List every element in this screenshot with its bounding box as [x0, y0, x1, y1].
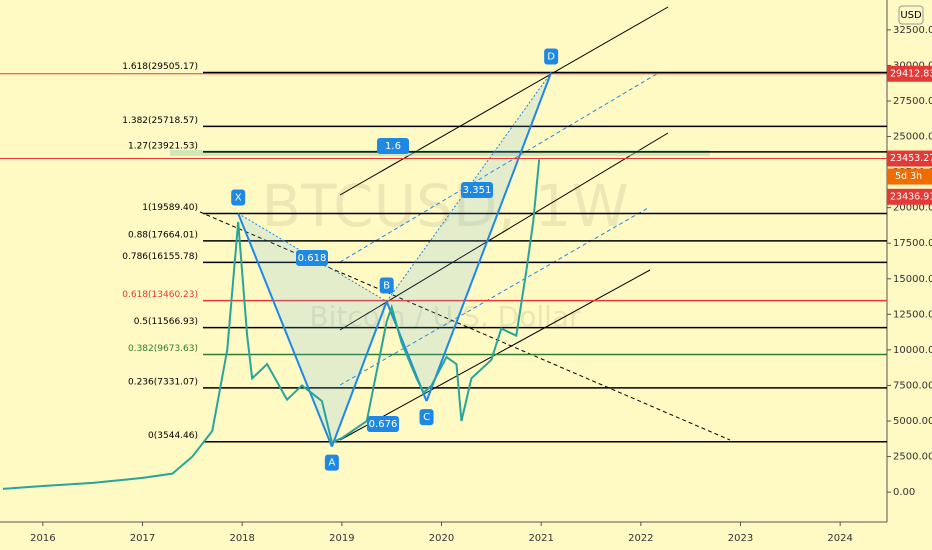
y-tick-label: 12500.00 [893, 309, 932, 320]
price-tag: 23436.91 [890, 191, 932, 202]
pattern-bcd [386, 72, 552, 402]
x-tick-label: 2019 [329, 533, 354, 544]
x-tick-label: 2018 [229, 533, 254, 544]
point-label-box [419, 409, 434, 426]
currency: USD [900, 10, 922, 21]
fib-label: 1(19589.40) [142, 203, 198, 213]
channel-line [339, 6, 669, 196]
point-label-box [231, 189, 246, 206]
pattern-leg [330, 301, 388, 447]
channel-mid [339, 207, 649, 386]
ratio-label: 0.676 [369, 419, 398, 430]
point-label: D [547, 52, 555, 63]
fib-label: 0.618(13460.23) [122, 290, 198, 300]
ratio-label-box [367, 416, 399, 432]
fib-label: 0(3544.46) [148, 431, 198, 441]
pattern-leg [425, 72, 553, 402]
price-tag-box [887, 188, 932, 205]
trend-line [199, 211, 731, 441]
y-tick-label: 25000.00 [893, 132, 932, 143]
point-label-box [324, 454, 339, 471]
y-tick-label: 7500.00 [893, 380, 932, 391]
zone [170, 150, 710, 156]
channel-mid [339, 71, 661, 263]
price-line [2, 159, 541, 490]
fib-label: 0.382(9673.63) [128, 344, 198, 354]
point-label: B [383, 281, 390, 292]
x-tick-label: 2017 [130, 533, 155, 544]
point-label-box [379, 277, 394, 294]
y-tick-label: 5000.00 [893, 416, 932, 427]
y-tick-label: 20000.00 [893, 203, 932, 214]
currency-box [898, 5, 924, 25]
ratio-label: 3.351 [463, 185, 492, 196]
y-tick-label: 17500.00 [893, 238, 932, 249]
fib-label: 1.27(23921.53) [128, 141, 198, 151]
pattern-diag [237, 213, 387, 302]
ratio-label: 0.618 [298, 253, 327, 264]
ratio-label-box [461, 182, 493, 198]
x-tick-label: 2024 [827, 533, 852, 544]
x-tick-label: 2022 [628, 533, 653, 544]
price-tag: 23453.27 [890, 153, 932, 164]
point-label: X [235, 193, 242, 204]
pattern-xab [238, 213, 387, 447]
fib-label: 0.236(7331.07) [128, 377, 198, 387]
price-tag-box [887, 65, 932, 82]
point-label: A [328, 458, 335, 469]
x-tick-label: 2021 [528, 533, 553, 544]
fib-label: 1.382(25718.57) [122, 116, 198, 126]
point-label: C [423, 412, 430, 423]
price-tag-box [887, 150, 932, 167]
ratio-label: 1.6 [385, 141, 401, 152]
fib-label: 0.88(17664.01) [128, 230, 198, 240]
point-label-box [544, 48, 559, 65]
y-tick-label: 2500.00 [893, 452, 932, 463]
pattern-leg [237, 213, 333, 447]
x-tick-label: 2020 [429, 533, 454, 544]
fib-label: 0.786(16155.78) [122, 252, 198, 262]
ratio-label-box [296, 250, 328, 266]
x-tick-label: 2016 [30, 533, 55, 544]
watermark-title: BTCUSD, 1W [261, 172, 628, 240]
ratio-label-box [377, 138, 409, 154]
y-tick-label: 15000.00 [893, 274, 932, 285]
fib-label: 1.618(29505.17) [122, 62, 198, 72]
y-tick-label: 0.00 [893, 487, 915, 498]
countdown-box [887, 168, 932, 185]
countdown: 5d 3h [895, 171, 922, 182]
x-tick-label: 2023 [728, 533, 753, 544]
fib-label: 0.5(11566.93) [134, 317, 198, 327]
price-tag: 29412.83 [890, 68, 932, 79]
y-tick-label: 10000.00 [893, 345, 932, 356]
y-tick-label: 32500.00 [893, 25, 932, 36]
channel-line [339, 132, 669, 331]
y-tick-label: 27500.00 [893, 96, 932, 107]
